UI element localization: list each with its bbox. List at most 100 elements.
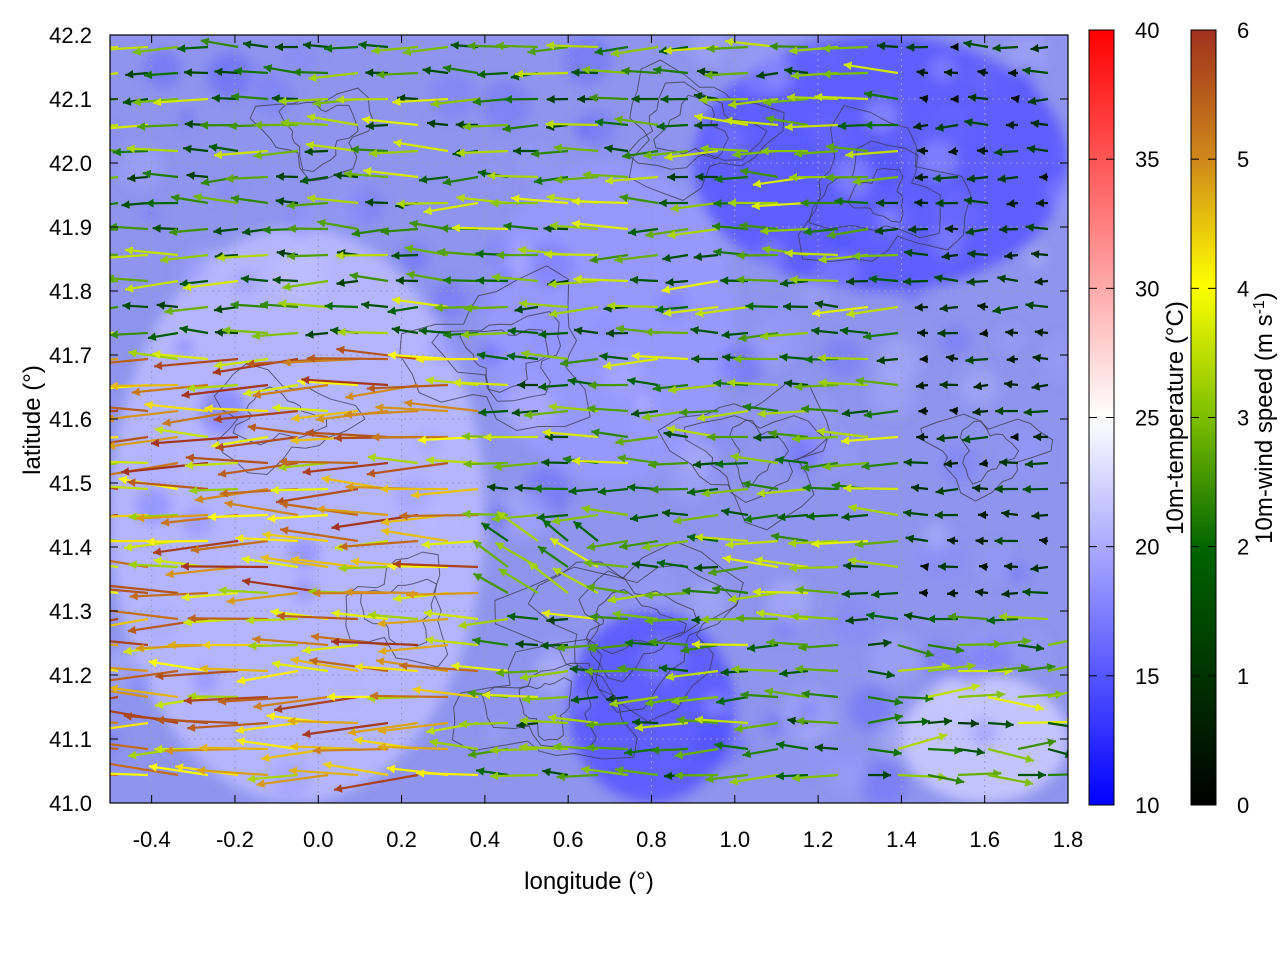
wind-arrow	[279, 528, 359, 543]
wind-arrow-head	[804, 355, 813, 364]
wind-arrow-head	[347, 727, 357, 737]
wind-arrow-head	[712, 222, 721, 231]
wind-arrow-head	[472, 636, 481, 646]
wind-arrow	[845, 305, 899, 316]
wind-arrow-head	[801, 404, 810, 414]
wind-arrow-head	[546, 615, 555, 625]
y-tick-label: 41.8	[49, 279, 92, 304]
wind-arrow-head	[336, 278, 345, 287]
y-tick-label: 41.0	[49, 791, 92, 816]
wind-arrow-head	[934, 274, 943, 283]
wind-arrow-head	[94, 457, 102, 466]
wind-arrow	[377, 617, 449, 626]
wind-arrow-head	[667, 172, 676, 182]
wind-arrow-head	[354, 736, 363, 745]
wind-arrow-head	[128, 349, 137, 358]
x-tick-label: 1.2	[803, 827, 834, 852]
wind-arrow	[667, 383, 719, 392]
wind-arrow-head	[89, 769, 97, 778]
wind-arrow-head	[841, 589, 850, 599]
wind-arrow-head	[316, 505, 325, 514]
wind-arrow-head	[375, 403, 384, 412]
wind-arrow-head	[605, 176, 614, 185]
wind-arrow-head	[1022, 637, 1031, 646]
wind-arrow-head	[418, 326, 427, 336]
wind-arrow-head	[546, 41, 555, 50]
wind-arrow-head	[476, 276, 485, 285]
wind-arrow-head	[538, 329, 547, 339]
wind-arrow-head	[674, 771, 683, 780]
wind-arrow-head	[979, 562, 988, 572]
wind-arrow-head	[185, 453, 194, 463]
wind-arrow	[110, 279, 119, 283]
wind-arrow-head	[548, 713, 557, 723]
wind-arrow-head	[520, 349, 530, 359]
wind-arrow-head	[950, 94, 959, 104]
wind-arrow-head	[938, 732, 948, 741]
wind-arrow-head	[35, 627, 44, 636]
wind-arrow	[845, 149, 899, 157]
wind-arrow-head	[32, 521, 40, 530]
wind-arrow	[367, 613, 419, 621]
wind-arrow-head	[817, 353, 826, 363]
wind-arrow-head	[225, 174, 234, 183]
wind-arrow-head	[679, 408, 688, 417]
wind-arrow-head	[404, 244, 414, 254]
wind-arrow	[338, 565, 389, 570]
wind-arrow-head	[628, 227, 637, 237]
wind-arrow-head	[330, 326, 339, 335]
wind-arrow-head	[754, 556, 763, 565]
wind-arrow	[218, 695, 299, 703]
wind-arrow-head	[369, 691, 378, 701]
wind-arrow-head	[371, 46, 380, 55]
wind-arrow	[110, 435, 119, 439]
wind-arrow-head	[112, 147, 121, 157]
wind-arrow-head	[245, 616, 254, 625]
wind-arrow	[126, 147, 179, 153]
wind-arrow-head	[567, 377, 577, 386]
wind-arrow-head	[452, 378, 461, 388]
wind-arrow-head	[603, 361, 612, 370]
wind-arrow-head	[589, 93, 598, 103]
wind-arrow-head	[62, 328, 70, 337]
wind-arrow-head	[487, 171, 496, 181]
wind-arrow-head	[94, 254, 102, 263]
wind-arrow-head	[843, 483, 852, 493]
wind-arrow-head	[848, 503, 857, 513]
wind-arrow	[309, 659, 389, 673]
wind-arrow	[184, 461, 239, 467]
wind-arrow-head	[280, 118, 289, 128]
wind-arrow-head	[972, 407, 981, 416]
wind-arrow-head	[779, 353, 788, 362]
wind-arrow	[425, 638, 479, 647]
wind-arrow-head	[966, 174, 976, 183]
wind-arrow-head	[214, 360, 223, 370]
wind-arrow-head	[913, 121, 922, 131]
wind-arrow-head	[212, 367, 222, 376]
temperature-speckle	[737, 194, 759, 216]
wind-arrow-head	[728, 100, 737, 109]
wind-arrow	[110, 513, 149, 518]
temperature-speckle	[181, 505, 214, 539]
wind-arrow-head	[200, 37, 210, 47]
colorbar-tick-label: 1	[1237, 664, 1249, 689]
wind-arrow-head	[416, 769, 425, 778]
wind-arrow	[369, 149, 419, 155]
wind-arrow-head	[627, 377, 636, 386]
wind-arrow	[110, 383, 179, 388]
wind-arrow-head	[963, 39, 972, 49]
wind-arrow	[814, 95, 869, 101]
wind-arrow-head	[1030, 119, 1040, 128]
wind-arrow	[336, 97, 389, 101]
wind-arrow	[459, 721, 509, 726]
wind-arrow-head	[722, 554, 732, 564]
wind-arrow	[610, 45, 659, 56]
wind-arrow-head	[275, 197, 284, 206]
wind-arrow-head	[945, 354, 955, 363]
wind-arrow-head	[1046, 663, 1056, 672]
wind-arrow-head	[534, 176, 543, 185]
x-axis-label: longitude (°)	[524, 868, 654, 895]
wind-arrow-head	[841, 436, 850, 445]
wind-arrow-head	[231, 92, 240, 101]
